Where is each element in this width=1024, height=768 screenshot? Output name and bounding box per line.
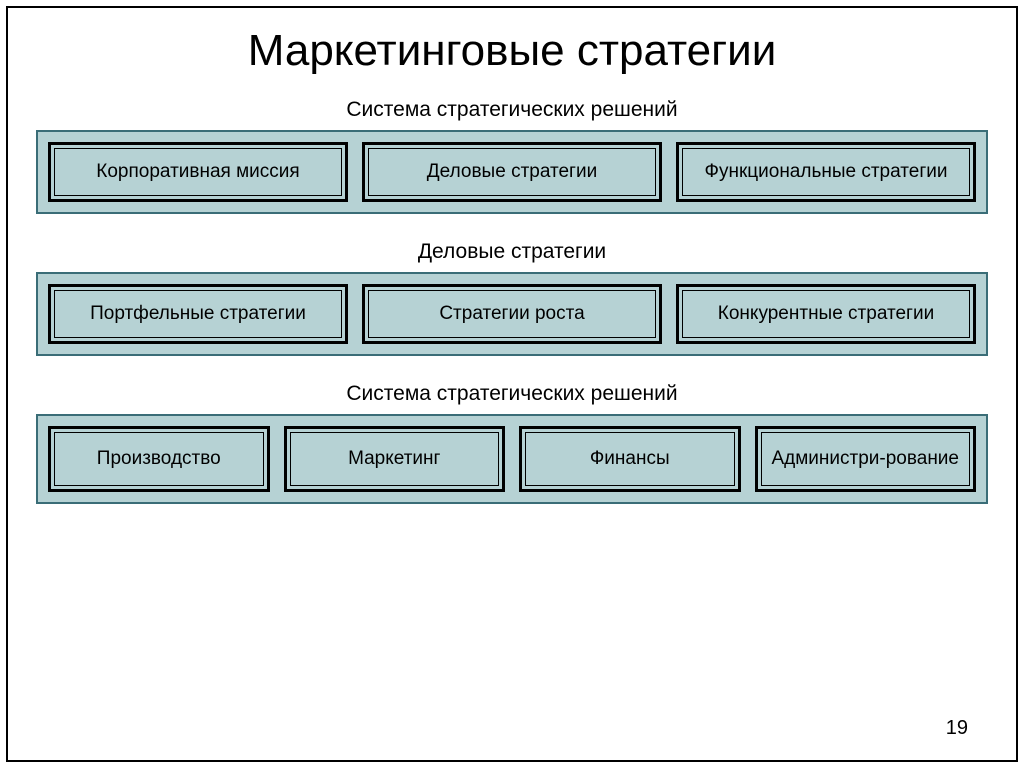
box-growth-strategies: Стратегии роста — [362, 284, 662, 344]
section-label-3: Система стратегических решений — [36, 382, 988, 406]
section-label-1: Система стратегических решений — [36, 98, 988, 122]
box-label: Конкурентные стратегии — [682, 290, 970, 338]
box-label: Маркетинг — [290, 432, 500, 486]
box-label: Администри-рование — [761, 432, 971, 486]
box-business-strategies: Деловые стратегии — [362, 142, 662, 202]
box-portfolio-strategies: Портфельные стратегии — [48, 284, 348, 344]
box-label: Финансы — [525, 432, 735, 486]
section-container-3: Производство Маркетинг Финансы Администр… — [36, 414, 988, 504]
page-number: 19 — [946, 717, 968, 740]
box-label: Стратегии роста — [368, 290, 656, 338]
box-functional-strategies: Функциональные стратегии — [676, 142, 976, 202]
box-label: Деловые стратегии — [368, 148, 656, 196]
section-container-1: Корпоративная миссия Деловые стратегии Ф… — [36, 130, 988, 214]
box-production: Производство — [48, 426, 270, 492]
slide-frame: Маркетинговые стратегии Система стратеги… — [6, 6, 1018, 762]
box-label: Корпоративная миссия — [54, 148, 342, 196]
box-administration: Администри-рование — [755, 426, 977, 492]
section-container-2: Портфельные стратегии Стратегии роста Ко… — [36, 272, 988, 356]
box-label: Производство — [54, 432, 264, 486]
slide-title: Маркетинговые стратегии — [36, 26, 988, 76]
section-label-2: Деловые стратегии — [36, 240, 988, 264]
box-label: Портфельные стратегии — [54, 290, 342, 338]
box-label: Функциональные стратегии — [682, 148, 970, 196]
box-marketing: Маркетинг — [284, 426, 506, 492]
box-corporate-mission: Корпоративная миссия — [48, 142, 348, 202]
box-finance: Финансы — [519, 426, 741, 492]
box-competitive-strategies: Конкурентные стратегии — [676, 284, 976, 344]
